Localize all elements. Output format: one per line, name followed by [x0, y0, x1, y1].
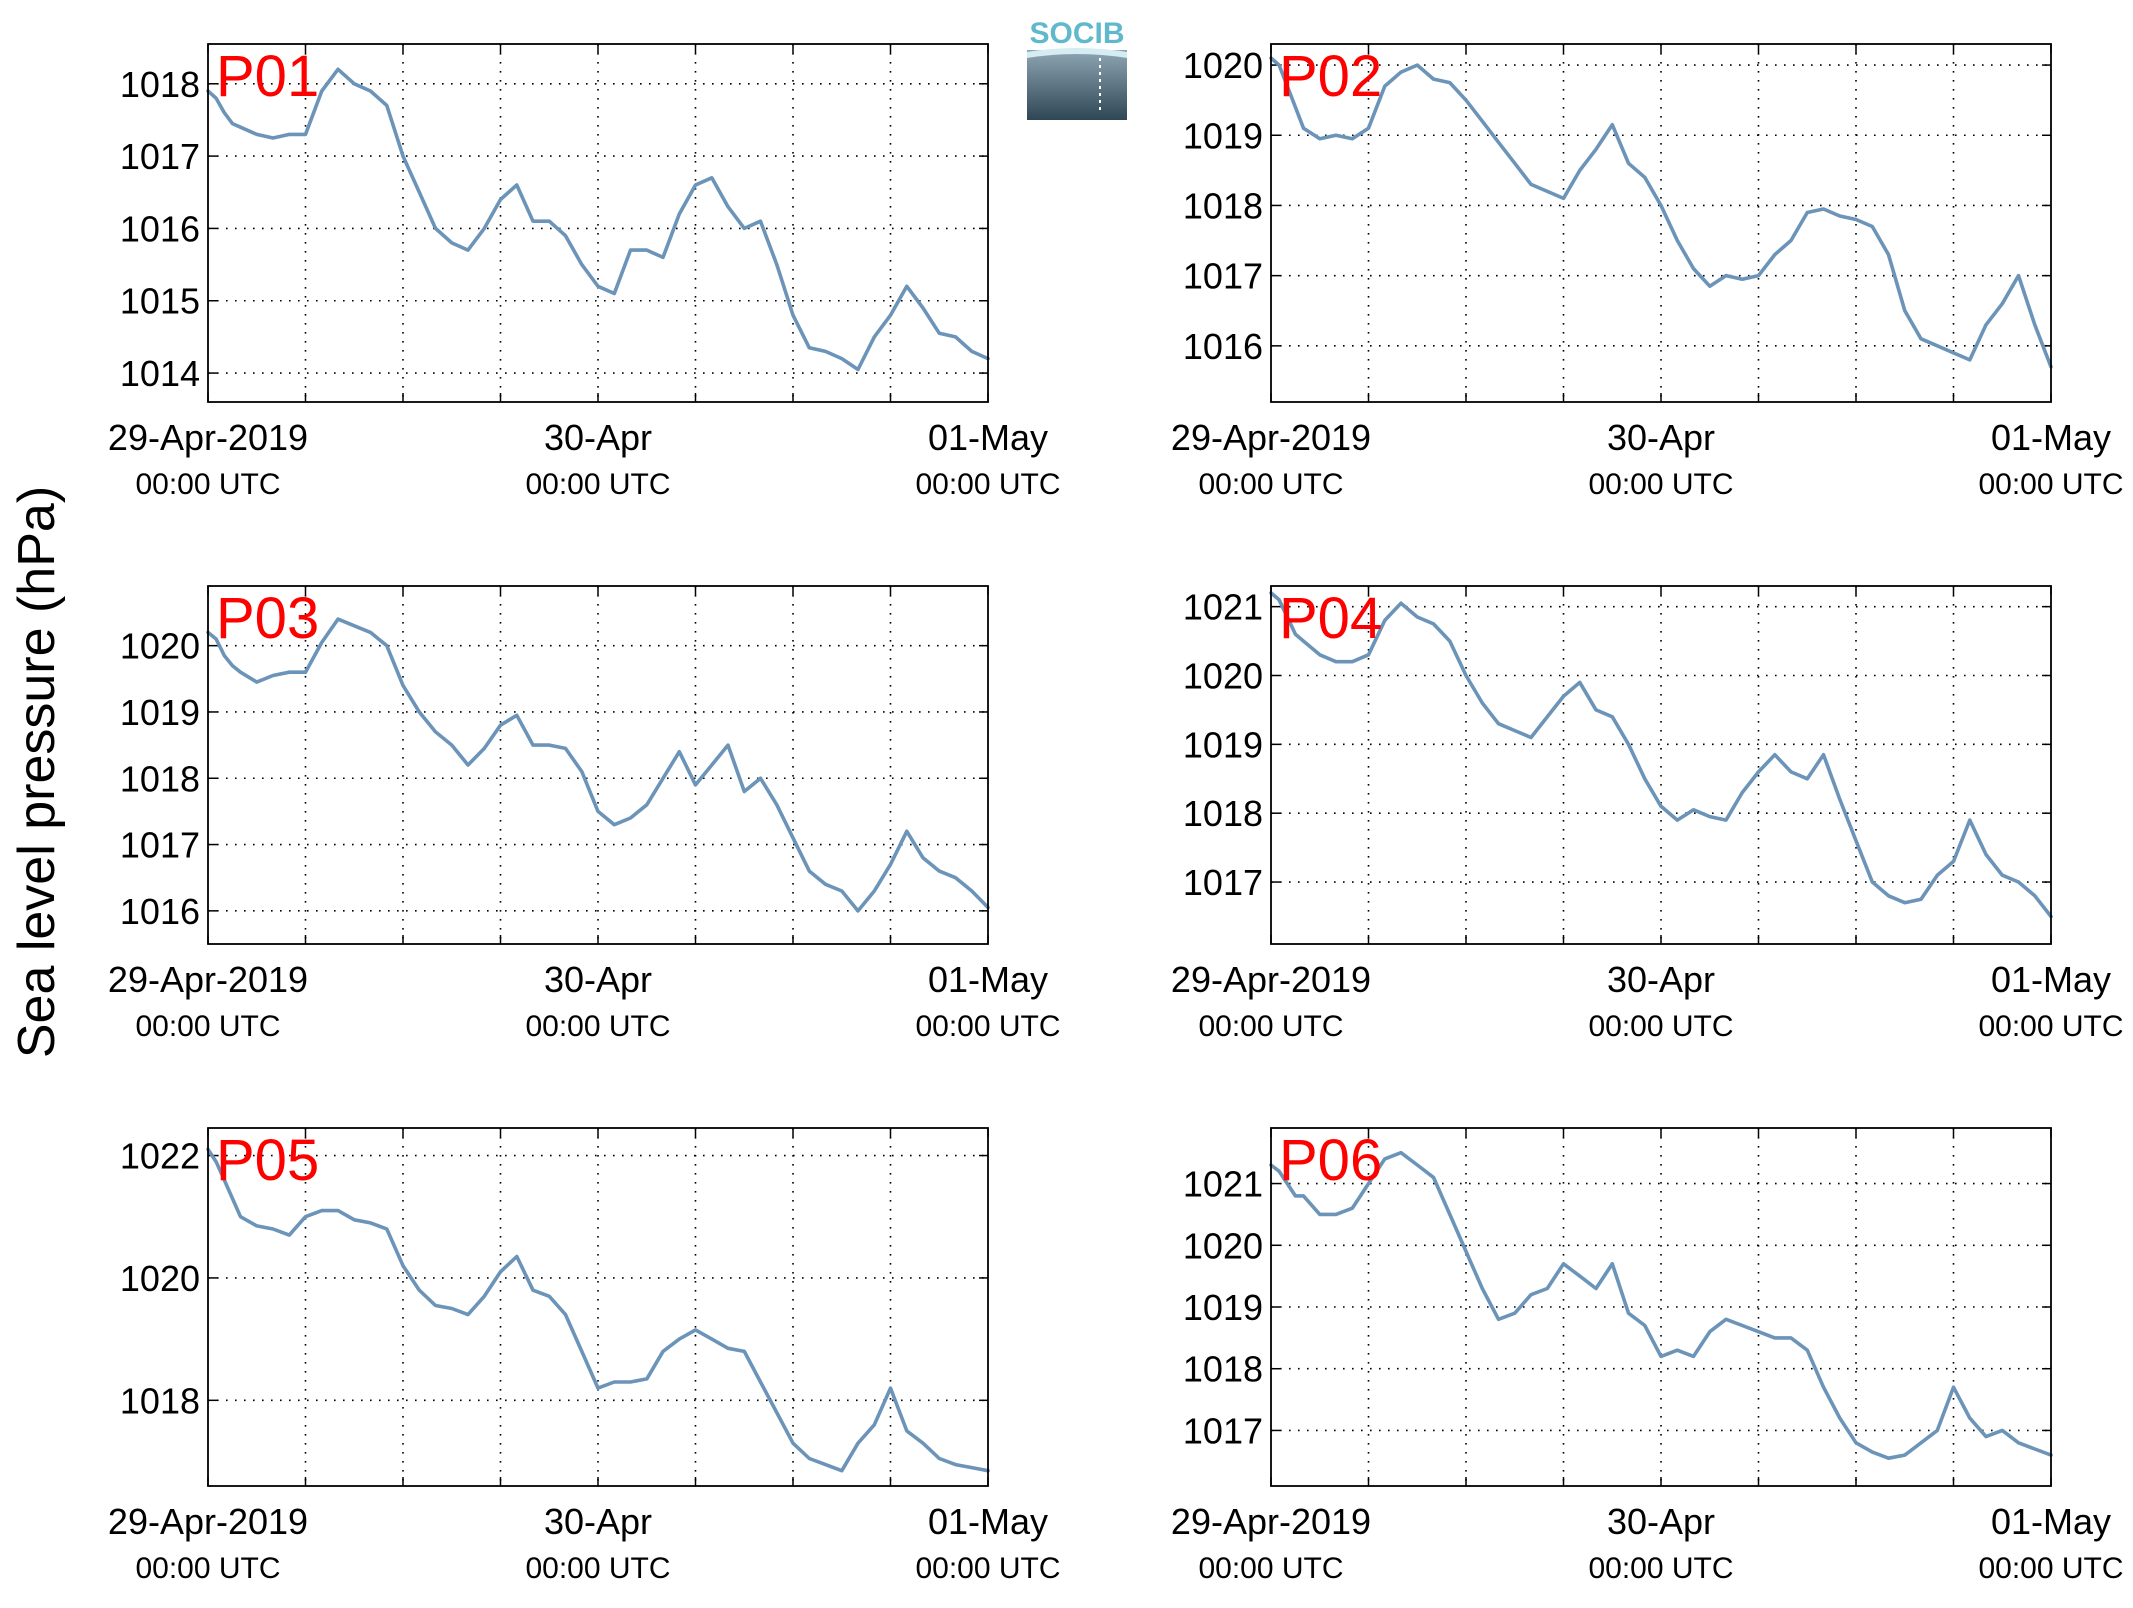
panel-label: P03 — [216, 586, 319, 651]
pressure-series-line — [206, 617, 990, 913]
x-tick-label-date: 01-May — [1991, 417, 2111, 458]
x-tick-label-date: 01-May — [928, 959, 1048, 1000]
y-tick-label: 1019 — [1183, 115, 1263, 156]
logo-block — [1027, 50, 1127, 120]
axes-box — [207, 1127, 989, 1487]
y-tick-label: 1016 — [120, 208, 200, 249]
y-tick-label: 1021 — [1183, 587, 1263, 628]
x-tick-label-date: 29-Apr-2019 — [1171, 959, 1371, 1000]
x-tick-label-time: 00:00 UTC — [525, 1010, 670, 1043]
x-tick-label-date: 01-May — [1991, 959, 2111, 1000]
panel-label: P05 — [216, 1128, 319, 1193]
x-tick-label-time: 00:00 UTC — [135, 468, 280, 501]
panel-p02: 1016 1017 1018 1019 1020 29-Apr-2019 00:00 UTC… — [1171, 43, 2124, 501]
axes-box — [1270, 585, 2052, 945]
x-tick-label-date: 29-Apr-2019 — [108, 1501, 308, 1542]
panel-p03: 1016 1017 1018 1019 1020 29-Apr-2019 00:00 UTC… — [108, 585, 1061, 1043]
x-tick-label-date: 29-Apr-2019 — [108, 959, 308, 1000]
y-tick-label: 1014 — [120, 353, 200, 394]
x-tick-label-time: 00:00 UTC — [135, 1010, 280, 1043]
y-tick-label: 1018 — [120, 758, 200, 799]
axes-box — [207, 585, 989, 945]
y-tick-label: 1020 — [1183, 656, 1263, 697]
pressure-series-line — [206, 1147, 990, 1473]
x-tick-label-date: 01-May — [928, 1501, 1048, 1542]
socib-logo: SOCIB — [1027, 17, 1127, 120]
x-tick-label-date: 30-Apr — [1607, 1501, 1715, 1542]
y-tick-label: 1019 — [1183, 724, 1263, 765]
x-tick-label-time: 00:00 UTC — [1978, 1552, 2123, 1585]
y-tick-label: 1020 — [1183, 45, 1263, 86]
panel-p01: 1014 1015 1016 1017 1018 29-Apr-2019 00:00 UTC… — [108, 43, 1061, 501]
plot-area — [208, 1128, 988, 1486]
y-tick-label: 1018 — [1183, 793, 1263, 834]
x-tick-label-time: 00:00 UTC — [1198, 1552, 1343, 1585]
x-tick-label-date: 30-Apr — [544, 959, 652, 1000]
y-tick-label: 1018 — [120, 64, 200, 105]
x-tick-label-date: 01-May — [1991, 1501, 2111, 1542]
y-tick-label: 1016 — [120, 891, 200, 932]
x-tick-label-time: 00:00 UTC — [1198, 468, 1343, 501]
x-tick-label-time: 00:00 UTC — [525, 1552, 670, 1585]
y-tick-label: 1019 — [1183, 1287, 1263, 1328]
panels: 1014 1015 1016 1017 1018 29-Apr-2019 00:00 UTC… — [108, 43, 2124, 1585]
x-tick-label-date: 30-Apr — [1607, 417, 1715, 458]
x-tick-label-date: 30-Apr — [544, 417, 652, 458]
x-tick-label-time: 00:00 UTC — [915, 1552, 1060, 1585]
x-tick-label-time: 00:00 UTC — [915, 1010, 1060, 1043]
pressure-series-line — [1269, 1150, 2053, 1460]
y-tick-label: 1020 — [120, 626, 200, 667]
plot-area — [1271, 44, 2051, 402]
y-tick-label: 1018 — [1183, 185, 1263, 226]
y-tick-label: 1017 — [1183, 1410, 1263, 1451]
x-tick-label-date: 29-Apr-2019 — [1171, 1501, 1371, 1542]
panel-label: P04 — [1279, 586, 1382, 651]
y-tick-label: 1017 — [1183, 256, 1263, 297]
pressure-series-line — [206, 67, 990, 372]
x-tick-label-time: 00:00 UTC — [915, 468, 1060, 501]
x-tick-label-time: 00:00 UTC — [1978, 1010, 2123, 1043]
panel-p06: 1017 1018 1019 1020 1021 29-Apr-2019 00:00 UTC… — [1171, 1127, 2124, 1585]
y-tick-label: 1021 — [1183, 1164, 1263, 1205]
axes-box — [207, 43, 989, 403]
x-tick-label-date: 29-Apr-2019 — [1171, 417, 1371, 458]
x-tick-label-time: 00:00 UTC — [1588, 1552, 1733, 1585]
y-tick-label: 1018 — [1183, 1349, 1263, 1390]
x-tick-label-date: 01-May — [928, 417, 1048, 458]
panel-p04: 1017 1018 1019 1020 1021 29-Apr-2019 00:00 UTC… — [1171, 585, 2124, 1043]
x-tick-label-date: 30-Apr — [544, 1501, 652, 1542]
y-tick-label: 1017 — [120, 825, 200, 866]
x-tick-label-date: 30-Apr — [1607, 959, 1715, 1000]
x-tick-label-time: 00:00 UTC — [1588, 468, 1733, 501]
y-tick-label: 1017 — [1183, 862, 1263, 903]
panel-label: P01 — [216, 44, 319, 109]
logo-text: SOCIB — [1029, 17, 1124, 50]
pressure-series-line — [1269, 56, 2053, 369]
y-tick-label: 1019 — [120, 692, 200, 733]
x-tick-label-time: 00:00 UTC — [1978, 468, 2123, 501]
panel-label: P06 — [1279, 1128, 1382, 1193]
x-tick-label-time: 00:00 UTC — [1198, 1010, 1343, 1043]
plot-area — [208, 44, 988, 402]
y-tick-label: 1017 — [120, 136, 200, 177]
x-tick-label-time: 00:00 UTC — [135, 1552, 280, 1585]
x-tick-label-time: 00:00 UTC — [525, 468, 670, 501]
y-axis-label: Sea level pressure (hPa) — [8, 486, 66, 1058]
panel-label: P02 — [1279, 44, 1382, 109]
axes-box — [1270, 43, 2052, 403]
y-tick-label: 1020 — [1183, 1225, 1263, 1266]
y-tick-label: 1015 — [120, 281, 200, 322]
x-tick-label-date: 29-Apr-2019 — [108, 417, 308, 458]
axes-box — [1270, 1127, 2052, 1487]
plot-area — [1271, 586, 2051, 944]
y-tick-label: 1018 — [120, 1380, 200, 1421]
y-tick-label: 1016 — [1183, 326, 1263, 367]
y-tick-label: 1022 — [120, 1136, 200, 1177]
panel-p05: 1018 1020 1022 29-Apr-2019 00:00 UTC 30-Apr 00… — [108, 1127, 1061, 1585]
x-tick-label-time: 00:00 UTC — [1588, 1010, 1733, 1043]
pressure-series-line — [1269, 591, 2053, 919]
logo-wave — [1027, 48, 1127, 58]
y-tick-label: 1020 — [120, 1258, 200, 1299]
